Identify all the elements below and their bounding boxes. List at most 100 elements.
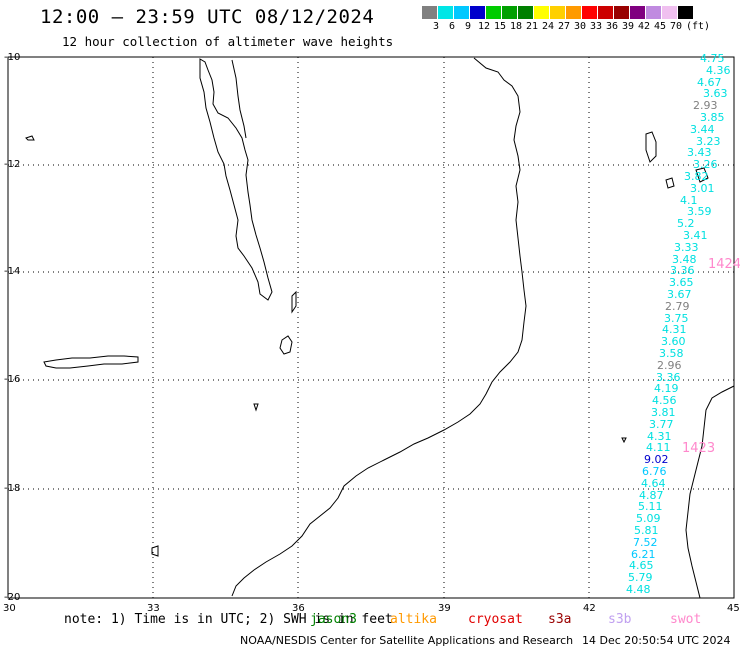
lat-label: -20 <box>4 592 21 603</box>
wave-height-value: 3.67 <box>667 288 692 301</box>
lon-label: 30 <box>3 603 16 614</box>
lake-chilwa <box>279 335 293 355</box>
legend-label: (ft) <box>686 21 711 32</box>
legend-swatch <box>614 6 630 19</box>
legend-label: 39 <box>622 21 635 32</box>
legend-label: 12 <box>478 21 491 32</box>
wave-height-value: 3.85 <box>700 111 725 124</box>
wave-height-value: 3.75 <box>664 312 689 325</box>
wave-height-value: 3.60 <box>661 335 686 348</box>
legend-label: 6 <box>449 21 456 32</box>
legend-label: 36 <box>606 21 619 32</box>
pass-time-label: 1424 <box>708 257 740 272</box>
lake-inner-shore <box>231 59 247 139</box>
wave-height-value: 4.64 <box>641 477 666 490</box>
legend-label: 18 <box>510 21 523 32</box>
lat-label: -16 <box>4 374 21 385</box>
satellite-s3a: s3a <box>548 612 572 627</box>
wave-height-value: 3.58 <box>659 347 684 360</box>
map-subtitle: 12 hour collection of altimeter wave hei… <box>62 34 394 49</box>
legend-swatch <box>630 6 646 19</box>
legend-swatch <box>438 6 454 19</box>
madagascar-coast <box>685 385 735 599</box>
lat-label: -14 <box>4 266 21 277</box>
graticule <box>8 57 734 598</box>
comoros-island <box>645 131 657 163</box>
legend-swatch <box>662 6 678 19</box>
wave-height-value: 4.31 <box>647 430 672 443</box>
legend-swatch <box>582 6 598 19</box>
wave-height-value: 2.93 <box>693 99 718 112</box>
legend-swatch <box>502 6 518 19</box>
satellite-altika: altika <box>390 612 437 627</box>
pass-time-label: 1423 <box>682 441 716 456</box>
lake-chiuta <box>291 290 297 314</box>
legend-swatch <box>486 6 502 19</box>
lon-label: 33 <box>147 603 160 614</box>
comoros-island-small <box>665 177 675 189</box>
wave-height-value: 5.79 <box>628 571 653 584</box>
lake-kariba <box>43 355 139 369</box>
wave-height-value: 6.21 <box>631 548 656 561</box>
satellite-s3b: s3b <box>608 612 632 627</box>
legend-label: 15 <box>494 21 507 32</box>
lat-label: -18 <box>4 483 21 494</box>
wave-height-value: 3.36 <box>670 264 695 277</box>
satellite-cryosat: cryosat <box>468 612 523 627</box>
wave-height-value: 3.59 <box>687 205 712 218</box>
wave-height-value: 4.36 <box>706 64 731 77</box>
wave-height-value: 4.87 <box>639 489 664 502</box>
wave-height-value: 3.81 <box>651 406 676 419</box>
map-frame <box>7 56 735 599</box>
legend-label: 21 <box>526 21 539 32</box>
tiny-island-3 <box>151 545 159 557</box>
wave-height-value: 4.19 <box>654 382 679 395</box>
wave-height-value: 4.67 <box>697 76 722 89</box>
wave-height-value: 3.48 <box>672 253 697 266</box>
wave-height-value: 7.52 <box>633 536 658 549</box>
tiny-island-1 <box>25 135 35 141</box>
wave-height-value: 5.81 <box>634 524 659 537</box>
wave-height-value: 5.2 <box>677 217 695 230</box>
wave-height-value: 9.02 <box>644 453 669 466</box>
satellite-jason3: jason3 <box>310 612 357 627</box>
tiny-island-4 <box>621 437 627 444</box>
legend-swatch <box>422 6 438 19</box>
legend-swatch <box>534 6 550 19</box>
wave-height-value: 3.65 <box>669 276 694 289</box>
wave-height-value: 6.76 <box>642 465 667 478</box>
wave-height-value: 4.11 <box>646 441 671 454</box>
mayotte-island <box>695 167 709 183</box>
wave-height-value: 4.48 <box>626 583 651 596</box>
legend-label: 3 <box>433 21 440 32</box>
legend-label: 27 <box>558 21 571 32</box>
legend-swatch <box>454 6 470 19</box>
tiny-island-2 <box>253 403 259 412</box>
legend-label: 33 <box>590 21 603 32</box>
color-legend: 3 6 9 12 15 18 21 24 27 30 33 36 39 42 45 70 (ft) <box>422 6 740 33</box>
legend-label: 9 <box>465 21 472 32</box>
wave-height-value: 3.41 <box>683 229 708 242</box>
wave-height-value: 2.96 <box>657 359 682 372</box>
wave-height-value: 3.33 <box>674 241 699 254</box>
wave-height-value: 4.31 <box>662 323 687 336</box>
legend-label: 70 <box>670 21 683 32</box>
wave-height-value: 3.43 <box>687 146 712 159</box>
lon-label: 42 <box>583 603 596 614</box>
wave-height-value: 2.79 <box>665 300 690 313</box>
wave-height-value: 4.56 <box>652 394 677 407</box>
legend-label: 42 <box>638 21 651 32</box>
legend-swatches <box>422 6 740 19</box>
footer-timestamp: 14 Dec 20:50:54 UTC 2024 <box>582 634 731 647</box>
note-text: note: 1) Time is in UTC; 2) SWH is in fe… <box>64 612 393 627</box>
legend-label: 24 <box>542 21 555 32</box>
wave-height-value: 3.36 <box>656 371 681 384</box>
coastline <box>231 57 527 597</box>
legend-swatch <box>646 6 662 19</box>
legend-labels: 3 6 9 12 15 18 21 24 27 30 33 36 39 42 45 70 (ft) <box>422 19 740 33</box>
legend-swatch <box>550 6 566 19</box>
legend-swatch <box>470 6 486 19</box>
wave-height-value: 4.75 <box>700 52 725 65</box>
lon-label: 45 <box>727 603 740 614</box>
lon-label: 36 <box>292 603 305 614</box>
